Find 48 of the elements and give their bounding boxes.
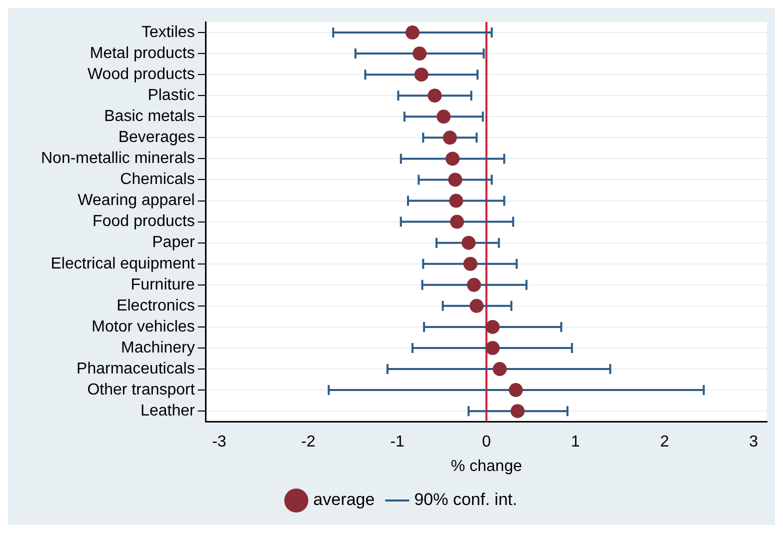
- point: [405, 26, 420, 40]
- point: [446, 152, 460, 166]
- y-tick-label: Furniture: [130, 276, 195, 294]
- point: [442, 130, 457, 145]
- point: [463, 256, 478, 271]
- x-tick-label: -2: [301, 434, 316, 451]
- x-tick-label: 3: [749, 434, 758, 451]
- text: 90% conf. int.: [414, 490, 518, 510]
- x-tick-label: 2: [660, 434, 670, 451]
- x-tick-label: -3: [212, 434, 226, 451]
- x-tick-label: 0: [482, 434, 491, 451]
- point: [486, 340, 500, 355]
- point: [492, 362, 507, 376]
- y-tick-label: Motor vehicles: [92, 318, 195, 336]
- point: [510, 404, 525, 418]
- y-tick-label: Electrical equipment: [50, 255, 196, 272]
- y-tick-label: Food products: [92, 213, 195, 230]
- y-tick-label: Textiles: [141, 24, 195, 41]
- y-tick-label: Wearing apparel: [78, 192, 195, 210]
- y-tick-label: Paper: [152, 234, 196, 252]
- y-tick-label: Wood products: [87, 66, 195, 83]
- y-tick-label: Chemicals: [120, 171, 195, 188]
- legend-label: average: [313, 490, 375, 510]
- point: [486, 320, 500, 334]
- point: [412, 46, 427, 61]
- point: [414, 68, 428, 82]
- y-tick-label: Non-metallic minerals: [40, 150, 195, 168]
- y-tick-label: Leather: [140, 402, 196, 420]
- point: [470, 298, 484, 313]
- point: [462, 236, 476, 250]
- point: [450, 214, 464, 229]
- y-tick-label: Beverages: [118, 129, 195, 146]
- point: [449, 194, 464, 208]
- y-tick-label: Machinery: [121, 339, 195, 356]
- x-tick-label: -1: [390, 434, 405, 451]
- y-tick-label: Other transport: [87, 381, 196, 398]
- y-tick-label: Pharmaceuticals: [76, 360, 195, 378]
- y-tick-label: Basic metals: [104, 108, 195, 126]
- point: [508, 383, 523, 398]
- point: [466, 278, 481, 292]
- y-tick-label: Electronics: [116, 297, 195, 314]
- point: [428, 88, 442, 103]
- point: [436, 110, 451, 124]
- x-tick-label: 1: [571, 434, 580, 451]
- y-tick-label: Plastic: [148, 87, 195, 104]
- x-axis-title: % change: [450, 458, 522, 475]
- y-tick-label: Metal products: [90, 44, 195, 62]
- point: [448, 172, 462, 187]
